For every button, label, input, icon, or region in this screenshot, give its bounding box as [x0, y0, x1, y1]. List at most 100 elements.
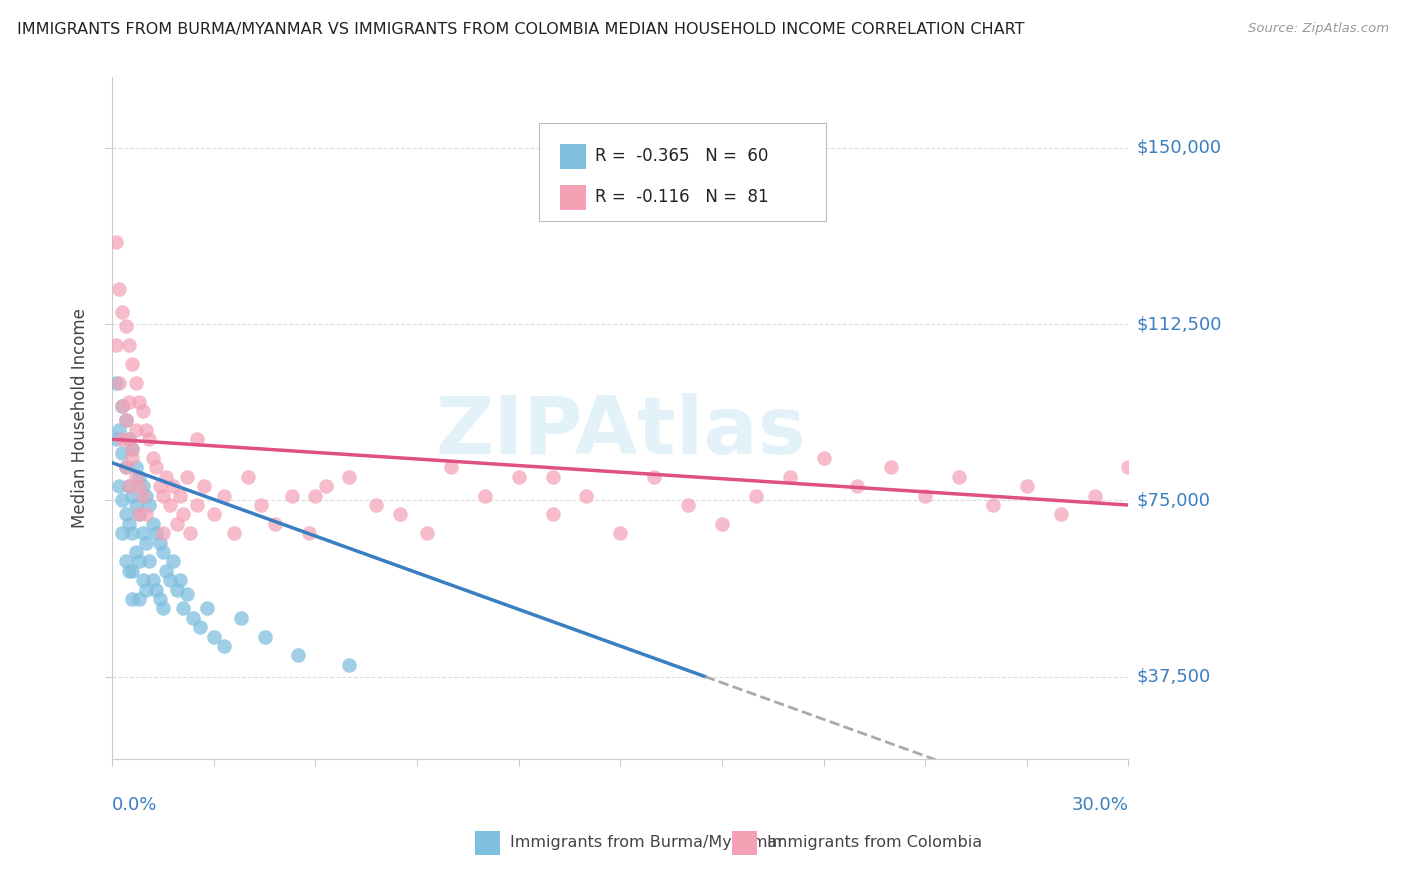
Point	[176, 587, 198, 601]
Point	[287, 648, 309, 663]
Point	[236, 470, 259, 484]
Point	[880, 460, 903, 475]
Point	[128, 592, 150, 607]
Point	[508, 470, 530, 484]
Point	[118, 432, 141, 446]
Point	[104, 432, 127, 446]
Text: Source: ZipAtlas.com: Source: ZipAtlas.com	[1249, 22, 1389, 36]
Point	[224, 526, 246, 541]
Point	[948, 470, 970, 484]
Point	[128, 508, 150, 522]
Point	[121, 442, 143, 456]
Point	[138, 498, 160, 512]
Point	[145, 582, 167, 597]
Text: $150,000: $150,000	[1137, 139, 1222, 157]
Point	[474, 489, 496, 503]
Point	[166, 516, 188, 531]
Point	[131, 489, 153, 503]
Point	[118, 564, 141, 578]
Point	[152, 601, 174, 615]
Point	[188, 620, 211, 634]
Point	[152, 526, 174, 541]
Point	[169, 573, 191, 587]
Point	[846, 479, 869, 493]
Point	[250, 498, 273, 512]
Point	[162, 479, 184, 493]
Point	[138, 554, 160, 568]
Point	[1049, 508, 1071, 522]
Point	[121, 489, 143, 503]
Point	[159, 498, 181, 512]
Point	[114, 508, 136, 522]
Point	[118, 394, 141, 409]
Point	[125, 460, 148, 475]
Point	[541, 508, 564, 522]
Point	[131, 526, 153, 541]
Point	[121, 564, 143, 578]
Point	[149, 535, 172, 549]
Point	[179, 526, 201, 541]
Point	[128, 554, 150, 568]
Point	[104, 338, 127, 352]
Point	[125, 470, 148, 484]
Point	[128, 479, 150, 493]
Point	[145, 460, 167, 475]
Point	[125, 423, 148, 437]
Point	[131, 479, 153, 493]
Point	[779, 470, 801, 484]
Point	[135, 489, 157, 503]
Point	[142, 516, 165, 531]
Point	[229, 611, 252, 625]
Point	[142, 451, 165, 466]
Point	[195, 601, 218, 615]
Text: IMMIGRANTS FROM BURMA/MYANMAR VS IMMIGRANTS FROM COLOMBIA MEDIAN HOUSEHOLD INCOM: IMMIGRANTS FROM BURMA/MYANMAR VS IMMIGRA…	[17, 22, 1025, 37]
Point	[135, 423, 157, 437]
Point	[118, 479, 141, 493]
Text: 0.0%: 0.0%	[112, 797, 157, 814]
Text: $112,500: $112,500	[1137, 315, 1222, 333]
Point	[108, 376, 131, 390]
Y-axis label: Median Household Income: Median Household Income	[72, 308, 89, 528]
Point	[114, 554, 136, 568]
Point	[121, 357, 143, 371]
Point	[253, 630, 276, 644]
Text: R =  -0.365   N =  60: R = -0.365 N = 60	[596, 147, 769, 165]
Point	[125, 376, 148, 390]
Point	[186, 432, 208, 446]
Point	[111, 400, 134, 414]
Point	[389, 508, 412, 522]
Point	[111, 305, 134, 319]
Point	[149, 479, 172, 493]
Text: $75,000: $75,000	[1137, 491, 1211, 509]
Point	[710, 516, 733, 531]
Point	[575, 489, 598, 503]
Point	[121, 451, 143, 466]
Point	[981, 498, 1004, 512]
Point	[114, 460, 136, 475]
Point	[128, 394, 150, 409]
Point	[609, 526, 631, 541]
Point	[337, 657, 360, 672]
Point	[186, 498, 208, 512]
Point	[121, 526, 143, 541]
Point	[155, 470, 177, 484]
Point	[108, 282, 131, 296]
Point	[263, 516, 285, 531]
Point	[125, 498, 148, 512]
Text: R =  -0.116   N =  81: R = -0.116 N = 81	[596, 188, 769, 206]
Point	[128, 508, 150, 522]
Point	[114, 413, 136, 427]
Point	[111, 400, 134, 414]
Point	[212, 639, 235, 653]
Point	[111, 432, 134, 446]
Point	[138, 432, 160, 446]
Point	[104, 235, 127, 249]
Point	[104, 376, 127, 390]
Point	[121, 592, 143, 607]
Point	[1083, 489, 1105, 503]
Point	[440, 460, 463, 475]
Point	[183, 611, 205, 625]
Point	[643, 470, 665, 484]
Point	[416, 526, 439, 541]
Point	[202, 630, 225, 644]
